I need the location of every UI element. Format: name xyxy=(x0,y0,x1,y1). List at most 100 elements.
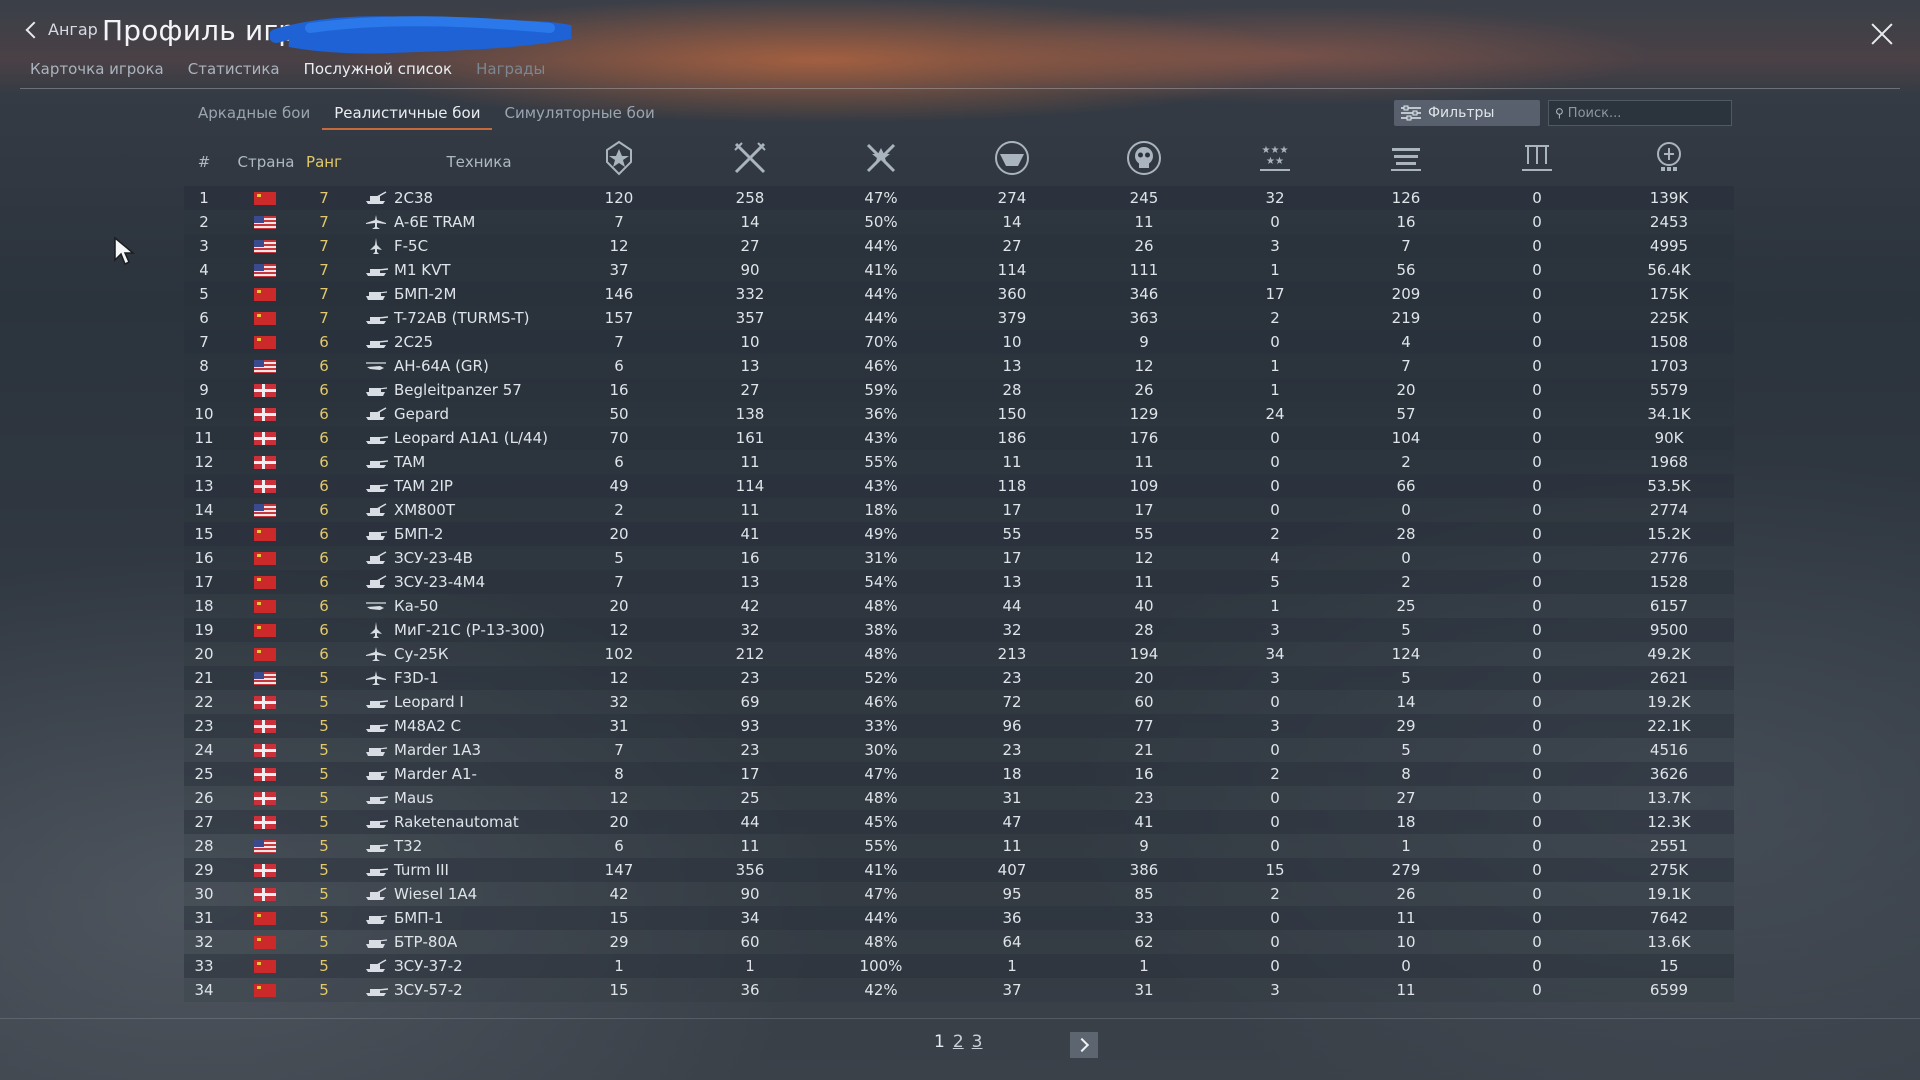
tab-mode-2[interactable]: Симуляторные бои xyxy=(504,104,655,122)
table-row[interactable]: 21 5 F3D-1 12 23 52% 23 20 3 5 0 2621 xyxy=(184,666,1734,690)
table-row[interactable]: 27 5 Raketenautomat 20 44 45% 47 41 0 18 0 12.3K xyxy=(184,810,1734,834)
table-row[interactable]: 15 6 БМП-2 20 41 49% 55 55 2 28 0 15.2K xyxy=(184,522,1734,546)
table-row[interactable]: 12 6 TAM 6 11 55% 11 11 0 2 0 1968 xyxy=(184,450,1734,474)
stat-cell: 70 xyxy=(609,429,629,447)
stat-cell: 10 xyxy=(1002,333,1022,351)
table-row[interactable]: 30 5 Wiesel 1A4 42 90 47% 95 85 2 26 0 19.1K xyxy=(184,882,1734,906)
stat-cell: 34 xyxy=(1265,645,1285,663)
stat-cell: 27 xyxy=(1002,237,1022,255)
table-row[interactable]: 26 5 Maus 12 25 48% 31 23 0 27 0 13.7K xyxy=(184,786,1734,810)
filters-button[interactable]: Фильтры xyxy=(1394,100,1540,126)
table-row[interactable]: 17 6 ЗСУ-23-4М4 7 13 54% 13 11 5 2 0 1528 xyxy=(184,570,1734,594)
win-rate-icon[interactable] xyxy=(863,140,899,176)
table-row[interactable]: 23 5 M48A2 C 31 93 33% 96 77 3 29 0 22.1K xyxy=(184,714,1734,738)
table-row[interactable]: 13 6 TAM 2IP 49 114 43% 118 109 0 66 0 53.5K xyxy=(184,474,1734,498)
tab-mode-1[interactable]: Реалистичные бои xyxy=(322,104,493,130)
stat-cell: 356 xyxy=(735,861,765,879)
battles-icon[interactable] xyxy=(732,140,768,176)
table-row[interactable]: 24 5 Marder 1A3 7 23 30% 23 21 0 5 0 4516 xyxy=(184,738,1734,762)
table-row[interactable]: 5 7 БМП-2М 146 332 44% 360 346 17 209 0 175K xyxy=(184,282,1734,306)
table-row[interactable]: 10 6 Gepard 50 138 36% 150 129 24 57 0 34.1K xyxy=(184,402,1734,426)
table-row[interactable]: 4 7 M1 KVT 37 90 41% 114 111 1 56 0 56.4K xyxy=(184,258,1734,282)
header-rank[interactable]: Ранг xyxy=(306,153,342,171)
profile-tabs: Карточка игрока Статистика Послужной списо… xyxy=(30,60,545,84)
deaths-icon[interactable] xyxy=(1126,140,1162,176)
header: Ангар | Профиль игрока Карточка игрока Ст… xyxy=(0,0,1920,90)
stat-cell: 0 xyxy=(1532,741,1542,759)
flag-ussr-icon xyxy=(254,576,276,589)
table-row[interactable]: 9 6 Begleitpanzer 57 16 27 59% 28 26 1 20 0 5579 xyxy=(184,378,1734,402)
tab-profile-1[interactable]: Статистика xyxy=(187,60,280,78)
stat-cell: 28 xyxy=(1002,381,1022,399)
ground-kills-icon[interactable]: ★★★ ★★ xyxy=(1257,140,1293,176)
header-country[interactable]: Страна xyxy=(237,153,295,171)
stat-cell: 194 xyxy=(1129,645,1159,663)
table-row[interactable]: 22 5 Leopard I 32 69 46% 72 60 0 14 0 19.2K xyxy=(184,690,1734,714)
victories-icon[interactable] xyxy=(601,140,637,176)
stat-cell: 18 xyxy=(1396,813,1416,831)
table-row[interactable]: 28 5 T32 6 11 55% 11 9 0 1 0 2551 xyxy=(184,834,1734,858)
table-row[interactable]: 25 5 Marder A1- 8 17 47% 18 16 2 8 0 3626 xyxy=(184,762,1734,786)
close-icon[interactable] xyxy=(1868,20,1896,48)
table-row[interactable]: 31 5 БМП-1 15 34 44% 36 33 0 11 0 7642 xyxy=(184,906,1734,930)
stat-cell: 47% xyxy=(864,189,898,207)
stat-cell: 6599 xyxy=(1649,981,1689,999)
table-row[interactable]: 29 5 Turm III 147 356 41% 407 386 15 279 0 275K xyxy=(184,858,1734,882)
stat-cell: 44% xyxy=(864,285,898,303)
stat-cell: 16 xyxy=(1134,765,1154,783)
next-page-button[interactable] xyxy=(1070,1032,1098,1058)
page-link-3[interactable]: 3 xyxy=(971,1032,983,1052)
stat-cell: 7 xyxy=(1401,237,1411,255)
vehicle-tank-icon xyxy=(366,340,388,348)
stat-cell: 0 xyxy=(1270,501,1280,519)
search-input[interactable] xyxy=(1567,105,1718,121)
page-link-1[interactable]: 1 xyxy=(934,1032,945,1052)
back-to-hangar-link[interactable]: Ангар | xyxy=(25,20,109,39)
flag-ger-icon xyxy=(254,432,276,445)
table-row[interactable]: 14 6 XM800T 2 11 18% 17 17 0 0 0 2774 xyxy=(184,498,1734,522)
naval-kills-icon[interactable] xyxy=(1519,140,1555,176)
table-row[interactable]: 3 7 F-5C 12 27 44% 27 26 3 7 0 4995 xyxy=(184,234,1734,258)
stat-cell: 17 xyxy=(740,765,760,783)
row-number: 17 xyxy=(194,573,214,591)
air-kills-icon[interactable] xyxy=(1388,140,1424,176)
table-row[interactable]: 11 6 Leopard A1A1 (L/44) 70 161 43% 186 176 0 104… xyxy=(184,426,1734,450)
table-row[interactable]: 32 5 БТР-80А 29 60 48% 64 62 0 10 0 13.6K xyxy=(184,930,1734,954)
tab-profile-2[interactable]: Послужной список xyxy=(303,60,453,78)
stat-cell: 55 xyxy=(1134,525,1154,543)
table-row[interactable]: 18 6 Ка-50 20 42 48% 44 40 1 25 0 6157 xyxy=(184,594,1734,618)
header-number[interactable]: # xyxy=(197,153,211,171)
table-row[interactable]: 19 6 МиГ-21С (Р-13-300) 12 32 38% 32 28 3 5 0 9500 xyxy=(184,618,1734,642)
table-row[interactable]: 33 5 ЗСУ-37-2 1 1 100% 1 1 0 0 0 15 xyxy=(184,954,1734,978)
activity-icon[interactable] xyxy=(1651,140,1687,176)
table-row[interactable]: 16 6 ЗСУ-23-4В 5 16 31% 17 12 4 0 0 2776 xyxy=(184,546,1734,570)
stat-cell: 50% xyxy=(864,213,898,231)
stat-cell: 20 xyxy=(609,813,629,831)
stat-cell: 28 xyxy=(1396,525,1416,543)
table-row[interactable]: 8 6 AH-64A (GR) 6 13 46% 13 12 1 7 0 1703 xyxy=(184,354,1734,378)
table-row[interactable]: 1 7 2С38 120 258 47% 274 245 32 126 0 139K xyxy=(184,186,1734,210)
header-vehicle[interactable]: Техника xyxy=(446,153,512,171)
tab-profile-0[interactable]: Карточка игрока xyxy=(30,60,164,78)
respawns-icon[interactable] xyxy=(994,140,1030,176)
stat-cell: 54% xyxy=(864,573,898,591)
vehicle-light-icon xyxy=(366,939,388,948)
table-row[interactable]: 2 7 A-6E TRAM 7 14 50% 14 11 0 16 0 2453 xyxy=(184,210,1734,234)
tab-profile-3[interactable]: Награды xyxy=(476,60,546,78)
page-link-2[interactable]: 2 xyxy=(952,1032,964,1052)
row-rank: 5 xyxy=(319,717,329,735)
row-number: 22 xyxy=(194,693,214,711)
flag-ussr-icon xyxy=(254,912,276,925)
table-row[interactable]: 7 6 2С25 7 10 70% 10 9 0 4 0 1508 xyxy=(184,330,1734,354)
search-box[interactable]: ⚲ xyxy=(1548,100,1732,126)
stat-cell: 0 xyxy=(1270,333,1280,351)
stat-cell: 11 xyxy=(1134,453,1154,471)
table-row[interactable]: 20 6 Су-25К 102 212 48% 213 194 34 124 0 49.2K xyxy=(184,642,1734,666)
row-number: 33 xyxy=(194,957,214,975)
stat-cell: 31% xyxy=(864,549,898,567)
tab-mode-0[interactable]: Аркадные бои xyxy=(198,104,311,122)
table-row[interactable]: 6 7 T-72AB (TURMS-T) 157 357 44% 379 363 2 219 0 22… xyxy=(184,306,1734,330)
stat-cell: 0 xyxy=(1532,813,1542,831)
table-row[interactable]: 34 5 ЗСУ-57-2 15 36 42% 37 31 3 11 0 6599 xyxy=(184,978,1734,1002)
stat-cell: 52% xyxy=(864,669,898,687)
